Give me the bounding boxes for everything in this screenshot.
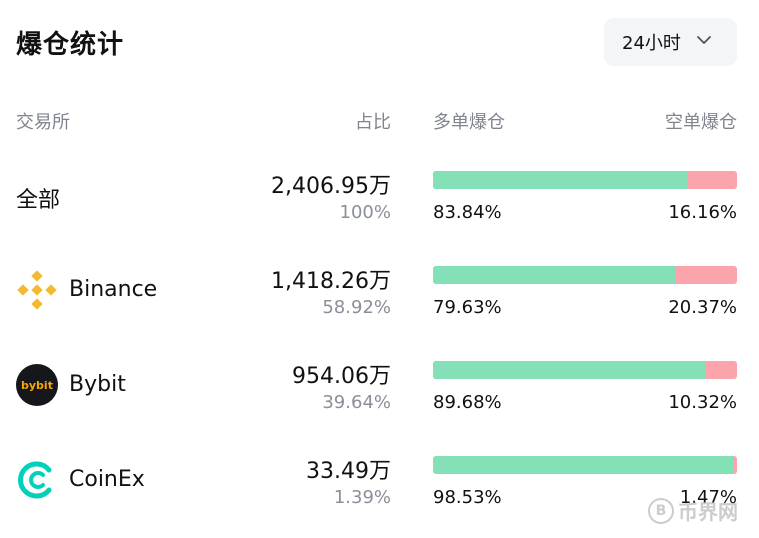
column-header-short: 空单爆仓 (665, 112, 737, 133)
long-bar-fill (433, 456, 733, 474)
long-percent: 79.63% (433, 297, 502, 318)
long-short-bar (433, 361, 737, 379)
short-percent: 10.32% (668, 392, 737, 413)
share-percent: 100% (339, 202, 391, 223)
long-percent: 83.84% (433, 202, 502, 223)
chevron-down-icon (695, 31, 713, 54)
liquidation-row-binance[interactable]: Binance 1,418.26万 58.92% 79.63% 20.37% (0, 263, 759, 343)
liquidation-amount: 33.49万 (306, 459, 391, 484)
liquidation-row-bybit[interactable]: bybit Bybit 954.06万 39.64% 89.68% 10.32% (0, 358, 759, 438)
share-percent: 1.39% (333, 487, 391, 508)
watermark-text: 币界网 (678, 500, 738, 524)
column-header-exchange: 交易所 (16, 112, 70, 133)
short-percent: 20.37% (668, 297, 737, 318)
liquidation-amount: 954.06万 (292, 364, 391, 389)
watermark-coin-icon: B (648, 497, 674, 524)
long-bar-fill (433, 266, 676, 284)
column-header-long: 多单爆仓 (433, 112, 505, 133)
page-title: 爆仓统计 (16, 30, 125, 60)
period-label: 24小时 (622, 33, 681, 54)
exchange-name: 全部 (16, 188, 61, 213)
long-bar-fill (433, 171, 688, 189)
liquidation-row-all[interactable]: 全部 2,406.95万 100% 83.84% 16.16% (0, 168, 759, 248)
share-percent: 58.92% (322, 297, 391, 318)
long-percent: 98.53% (433, 487, 502, 508)
long-bar-fill (433, 361, 706, 379)
long-short-bar (433, 266, 737, 284)
bybit-logo-icon: bybit (16, 364, 58, 406)
bybit-logo-text: bybit (21, 378, 53, 392)
long-short-bar (433, 171, 737, 189)
exchange-name: CoinEx (69, 467, 145, 492)
binance-logo-icon (16, 269, 58, 311)
liquidation-amount: 2,406.95万 (271, 174, 391, 199)
exchange-name: Binance (69, 277, 158, 302)
long-short-bar (433, 456, 737, 474)
short-percent: 16.16% (668, 202, 737, 223)
long-percent: 89.68% (433, 392, 502, 413)
liquidation-amount: 1,418.26万 (271, 269, 391, 294)
share-percent: 39.64% (322, 392, 391, 413)
exchange-name: Bybit (69, 372, 126, 397)
period-dropdown[interactable]: 24小时 (604, 18, 737, 66)
liquidation-row-coinex[interactable]: CoinEx 33.49万 1.39% 98.53% 1.47% (0, 453, 759, 533)
coinex-logo-icon (16, 459, 58, 501)
column-header-ratio: 占比 (355, 112, 391, 133)
short-percent: 1.47% (679, 487, 737, 508)
watermark: B 币界网 (648, 496, 738, 525)
